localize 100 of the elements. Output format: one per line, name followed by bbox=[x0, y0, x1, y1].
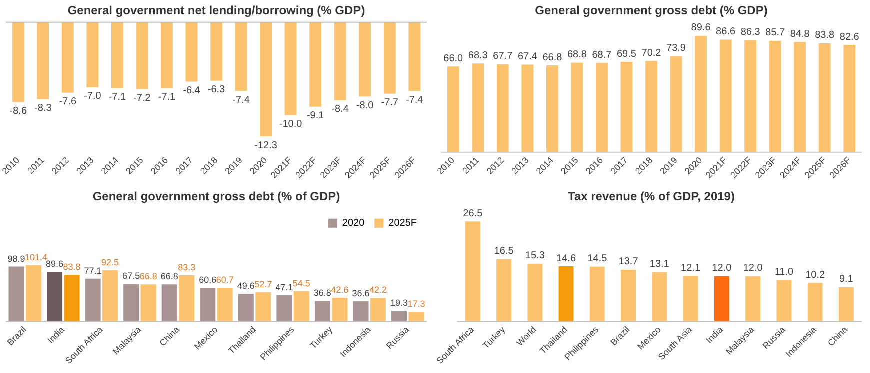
data-label: 66.8 bbox=[542, 52, 563, 64]
data-label: 68.7 bbox=[592, 50, 612, 61]
data-label: 66.0 bbox=[444, 53, 464, 64]
data-label: 83.3 bbox=[178, 262, 196, 272]
data-label: 11.0 bbox=[774, 266, 794, 278]
data-label: 12.1 bbox=[681, 262, 701, 274]
bar bbox=[646, 61, 658, 152]
bar bbox=[64, 275, 80, 322]
data-label: -8.0 bbox=[356, 100, 374, 112]
data-label: 42.2 bbox=[369, 285, 387, 296]
bar bbox=[408, 312, 424, 322]
data-label: -7.1 bbox=[158, 92, 176, 104]
bar bbox=[808, 283, 823, 322]
data-label: 14.5 bbox=[588, 254, 608, 265]
chart-title: General government gross debt (% of GDP) bbox=[92, 190, 340, 204]
data-label: -7.1 bbox=[108, 92, 126, 104]
data-label: 69.5 bbox=[617, 48, 637, 60]
data-label: 67.4 bbox=[518, 52, 538, 63]
data-label: 9.1 bbox=[839, 274, 854, 286]
data-label: 19.3 bbox=[390, 298, 408, 308]
data-label: 70.2 bbox=[642, 48, 662, 59]
bar bbox=[670, 56, 682, 152]
data-label: 67.7 bbox=[493, 51, 514, 62]
bar bbox=[695, 36, 707, 152]
chart-title: Tax revenue (% of GDP, 2019) bbox=[568, 190, 735, 204]
data-label: -7.0 bbox=[84, 91, 102, 102]
data-label: -6.3 bbox=[208, 84, 226, 96]
bar bbox=[353, 301, 369, 322]
legend-label: 2025F bbox=[388, 218, 418, 230]
data-label: 47.1 bbox=[276, 282, 294, 293]
data-label: 77.1 bbox=[84, 266, 102, 276]
bar bbox=[465, 222, 480, 322]
data-label: 17.3 bbox=[408, 299, 426, 310]
data-label: 84.8 bbox=[790, 28, 810, 40]
bar bbox=[26, 265, 42, 322]
data-label: -6.4 bbox=[183, 86, 201, 97]
data-label: 54.5 bbox=[292, 278, 310, 288]
data-label: -7.4 bbox=[232, 94, 250, 106]
bar bbox=[472, 64, 484, 152]
data-label: 36.8 bbox=[314, 288, 332, 298]
bar bbox=[744, 40, 757, 152]
bar bbox=[256, 292, 272, 322]
bar bbox=[528, 264, 543, 322]
bar bbox=[776, 280, 792, 322]
data-label: 26.5 bbox=[463, 208, 484, 220]
bar bbox=[683, 276, 698, 322]
bar bbox=[720, 40, 732, 152]
data-label: 13.7 bbox=[618, 256, 639, 268]
data-label: 89.6 bbox=[691, 22, 712, 34]
bar bbox=[620, 62, 633, 152]
data-label: 36.6 bbox=[352, 288, 370, 298]
data-label: 98.9 bbox=[8, 254, 26, 264]
data-label: -9.1 bbox=[306, 110, 325, 122]
data-label: 60.6 bbox=[199, 275, 217, 286]
bar bbox=[571, 62, 584, 152]
data-label: 68.3 bbox=[468, 50, 488, 62]
data-label: 68.8 bbox=[567, 50, 588, 61]
data-label: -7.4 bbox=[406, 94, 424, 106]
bar bbox=[794, 42, 806, 152]
bar bbox=[590, 266, 605, 322]
chart-title: General government net lending/borrowing (% GDP) bbox=[68, 4, 366, 18]
data-label: -8.3 bbox=[34, 103, 52, 114]
bar bbox=[179, 275, 195, 322]
data-label: 67.5 bbox=[122, 271, 140, 282]
bar bbox=[276, 296, 292, 322]
bar bbox=[522, 64, 534, 152]
data-label: 13.1 bbox=[650, 258, 670, 270]
bar bbox=[746, 276, 761, 322]
data-label: 10.2 bbox=[806, 270, 826, 281]
data-label: 16.5 bbox=[494, 246, 514, 258]
bar bbox=[652, 272, 668, 322]
data-label: 14.6 bbox=[556, 253, 576, 264]
bar bbox=[294, 291, 310, 322]
data-label: 86.6 bbox=[716, 26, 736, 38]
bar bbox=[47, 272, 63, 322]
data-label: 66.8 bbox=[140, 272, 158, 282]
bar bbox=[447, 66, 460, 152]
data-label: 12.0 bbox=[712, 263, 732, 274]
data-label: 52.7 bbox=[254, 279, 272, 290]
data-label: 73.9 bbox=[666, 43, 686, 54]
data-label: 15.3 bbox=[525, 250, 546, 262]
bar bbox=[769, 40, 782, 152]
bar bbox=[332, 298, 348, 322]
data-label: -8.6 bbox=[10, 106, 28, 117]
data-label: 83.8 bbox=[815, 30, 836, 42]
bar bbox=[102, 270, 118, 322]
bar bbox=[314, 301, 330, 322]
bar bbox=[621, 270, 636, 322]
data-label: 60.7 bbox=[216, 274, 234, 285]
data-label: -10.0 bbox=[279, 118, 303, 130]
data-label: -7.7 bbox=[381, 98, 399, 109]
data-label: 83.8 bbox=[63, 262, 81, 272]
bar bbox=[818, 43, 831, 152]
bar bbox=[714, 276, 730, 322]
bar bbox=[546, 66, 558, 152]
bar bbox=[496, 259, 512, 322]
data-label: 89.6 bbox=[46, 258, 64, 269]
data-label: 82.6 bbox=[840, 32, 860, 43]
bar bbox=[217, 288, 233, 322]
bar bbox=[162, 284, 178, 322]
